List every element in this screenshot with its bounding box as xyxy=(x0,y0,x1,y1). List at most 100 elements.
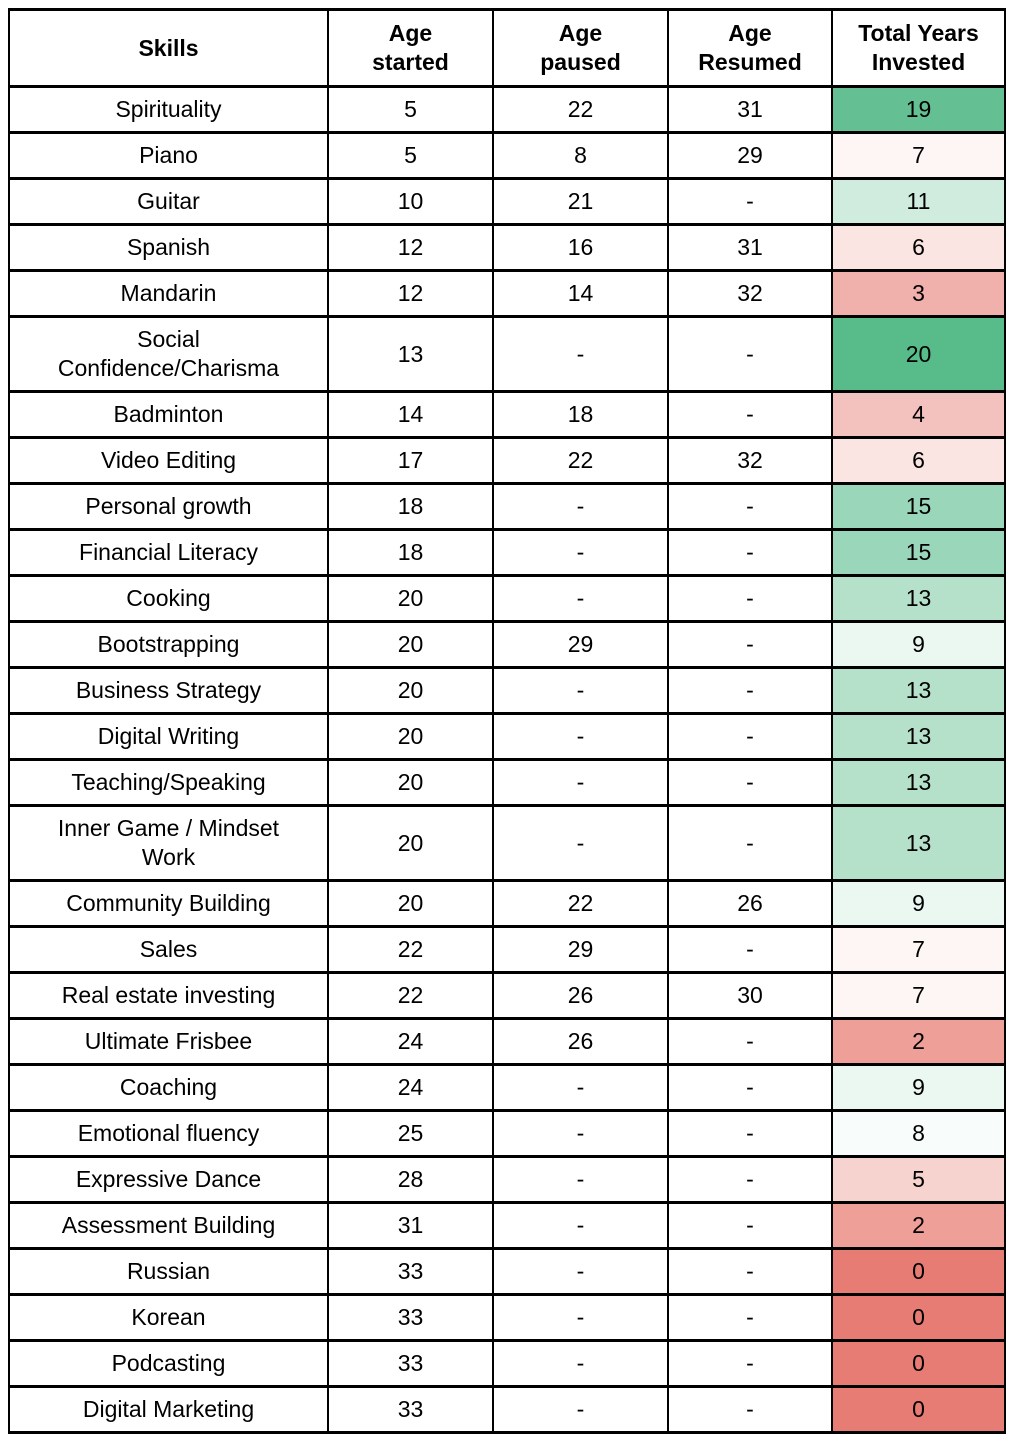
skill-cell: Expressive Dance xyxy=(8,1155,329,1204)
table-row: Podcasting 33- -0 xyxy=(8,1339,1006,1388)
age-paused-cell: 8 xyxy=(492,131,669,180)
age-started-cell: 20 xyxy=(327,804,494,882)
age-started-cell: 31 xyxy=(327,1201,494,1250)
age-paused-cell: - xyxy=(492,1201,669,1250)
age-resumed-cell: - xyxy=(667,1155,833,1204)
age-started-cell: 20 xyxy=(327,712,494,761)
total-years-cell: 9 xyxy=(831,879,1006,928)
skill-cell: Digital Marketing xyxy=(8,1385,329,1434)
table-row: Guitar 10 21-11 xyxy=(8,177,1006,226)
age-started-cell: 20 xyxy=(327,620,494,669)
age-resumed-cell: - xyxy=(667,177,833,226)
total-years-cell: 2 xyxy=(831,1017,1006,1066)
age-started-cell: 14 xyxy=(327,390,494,439)
header-row: Skills Age started Age paused Age Resume… xyxy=(8,8,1006,88)
age-resumed-cell: - xyxy=(667,1293,833,1342)
age-paused-cell: - xyxy=(492,528,669,577)
age-started-cell: 24 xyxy=(327,1063,494,1112)
total-years-cell: 11 xyxy=(831,177,1006,226)
age-resumed-cell: - xyxy=(667,712,833,761)
table-row: Financial Literacy 18- -15 xyxy=(8,528,1006,577)
skill-cell: Bootstrapping xyxy=(8,620,329,669)
table-row: Spanish 12 16 31 6 xyxy=(8,223,1006,272)
skill-cell: Spanish xyxy=(8,223,329,272)
skills-table: Skills Age started Age paused Age Resume… xyxy=(8,8,1006,1434)
age-resumed-cell: 32 xyxy=(667,269,833,318)
age-resumed-cell: 30 xyxy=(667,971,833,1020)
age-paused-cell: 22 xyxy=(492,879,669,928)
total-years-cell: 4 xyxy=(831,390,1006,439)
age-started-cell: 28 xyxy=(327,1155,494,1204)
total-years-cell: 7 xyxy=(831,971,1006,1020)
total-years-cell: 13 xyxy=(831,574,1006,623)
age-paused-cell: 14 xyxy=(492,269,669,318)
age-started-cell: 20 xyxy=(327,574,494,623)
col-header-age-started: Age started xyxy=(327,8,494,88)
age-started-cell: 33 xyxy=(327,1385,494,1434)
total-years-cell: 0 xyxy=(831,1385,1006,1434)
total-years-cell: 15 xyxy=(831,528,1006,577)
skill-cell: Social Confidence/Charisma xyxy=(8,315,329,393)
table-row: Coaching 24- -9 xyxy=(8,1063,1006,1112)
age-started-cell: 12 xyxy=(327,269,494,318)
skill-cell: Sales xyxy=(8,925,329,974)
total-years-cell: 19 xyxy=(831,85,1006,134)
table-row: Teaching/Speaking 20- -13 xyxy=(8,758,1006,807)
table-row: Ultimate Frisbee 24 26-2 xyxy=(8,1017,1006,1066)
age-resumed-cell: - xyxy=(667,804,833,882)
age-resumed-cell: - xyxy=(667,1247,833,1296)
age-paused-cell: - xyxy=(492,758,669,807)
col-header-age-resumed: Age Resumed xyxy=(667,8,833,88)
table-row: Community Building 20 22 26 9 xyxy=(8,879,1006,928)
age-paused-cell: 18 xyxy=(492,390,669,439)
age-paused-cell: 22 xyxy=(492,436,669,485)
age-started-cell: 18 xyxy=(327,528,494,577)
total-years-cell: 7 xyxy=(831,925,1006,974)
skill-cell: Korean xyxy=(8,1293,329,1342)
col-header-skills: Skills xyxy=(8,8,329,88)
skill-cell: Digital Writing xyxy=(8,712,329,761)
age-resumed-cell: - xyxy=(667,390,833,439)
skill-cell: Guitar xyxy=(8,177,329,226)
age-resumed-cell: 31 xyxy=(667,223,833,272)
skill-cell: Coaching xyxy=(8,1063,329,1112)
skill-cell: Video Editing xyxy=(8,436,329,485)
age-resumed-cell: - xyxy=(667,925,833,974)
age-started-cell: 12 xyxy=(327,223,494,272)
table-row: Expressive Dance 28- -5 xyxy=(8,1155,1006,1204)
skill-cell: Piano xyxy=(8,131,329,180)
age-resumed-cell: - xyxy=(667,574,833,623)
age-paused-cell: - xyxy=(492,315,669,393)
age-resumed-cell: 32 xyxy=(667,436,833,485)
age-resumed-cell: 29 xyxy=(667,131,833,180)
total-years-cell: 6 xyxy=(831,223,1006,272)
age-paused-cell: - xyxy=(492,1109,669,1158)
age-paused-cell: - xyxy=(492,1385,669,1434)
table-row: Mandarin 12 14 32 3 xyxy=(8,269,1006,318)
age-started-cell: 33 xyxy=(327,1247,494,1296)
total-years-cell: 2 xyxy=(831,1201,1006,1250)
age-started-cell: 20 xyxy=(327,666,494,715)
table-row: Bootstrapping 20 29-9 xyxy=(8,620,1006,669)
table-row: Real estate investing 22 26 30 7 xyxy=(8,971,1006,1020)
table-row: Personal growth 18- -15 xyxy=(8,482,1006,531)
age-started-cell: 33 xyxy=(327,1339,494,1388)
skill-cell: Business Strategy xyxy=(8,666,329,715)
age-started-cell: 22 xyxy=(327,925,494,974)
col-header-total-years: Total Years Invested xyxy=(831,8,1006,88)
age-paused-cell: - xyxy=(492,1155,669,1204)
total-years-cell: 9 xyxy=(831,1063,1006,1112)
skill-cell: Community Building xyxy=(8,879,329,928)
table-row: Digital Marketing 33- -0 xyxy=(8,1385,1006,1434)
age-started-cell: 24 xyxy=(327,1017,494,1066)
skill-cell: Teaching/Speaking xyxy=(8,758,329,807)
age-paused-cell: 29 xyxy=(492,925,669,974)
age-resumed-cell: - xyxy=(667,315,833,393)
total-years-cell: 13 xyxy=(831,758,1006,807)
age-resumed-cell: - xyxy=(667,482,833,531)
age-paused-cell: - xyxy=(492,482,669,531)
age-started-cell: 25 xyxy=(327,1109,494,1158)
table-row: Business Strategy 20- -13 xyxy=(8,666,1006,715)
age-paused-cell: - xyxy=(492,712,669,761)
